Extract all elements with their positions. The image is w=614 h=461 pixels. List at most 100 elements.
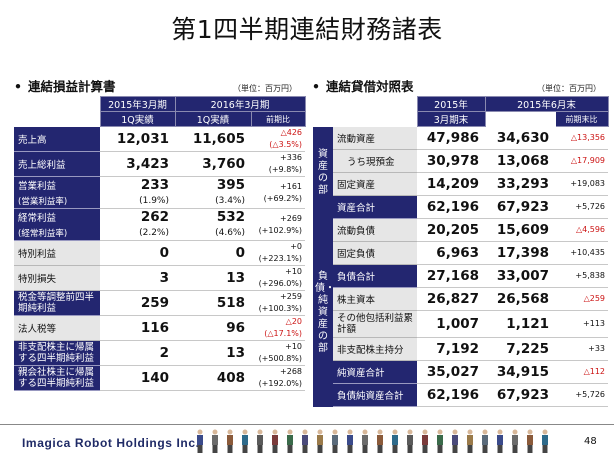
balance-change: △17,909 [555,149,609,173]
person-figure [542,435,548,445]
balance-value-cur: 67,923 [485,383,555,407]
income-value-cur: 408 [175,365,251,391]
person-figure [467,435,473,445]
balance-sheet-table: 2015年 2015年6月末 3月期末 前期末比 資産の部 流動資産 47,986 3… [313,96,609,407]
balance-value-prev: 7,192 [417,337,485,361]
balance-row-label: 純資産合計 [333,360,417,384]
balance-value-cur: 7,225 [485,337,555,361]
balance-row-label: 固定負債 [333,241,417,265]
income-change: +0 (+223.1%) [251,240,306,266]
person-figure [377,435,383,445]
balance-change: +5,726 [555,383,609,407]
corner-cell [333,96,417,112]
income-row: 営業利益 233 395 +161 (+69.2%) [14,176,306,209]
person-figure [452,435,458,445]
person-figure [242,429,248,435]
person-figure [227,435,233,445]
income-value-cur: 3,760 [175,151,251,177]
ratio-prev: (2.2%) [100,225,175,241]
balance-row: 負債・純資産の部 流動負債 20,205 15,609 △4,596 [313,218,609,407]
person-figure [347,429,353,435]
person-figure [422,429,428,435]
person-figure [197,435,203,445]
income-row-label: 営業利益 [14,176,100,194]
person-figure [362,429,368,435]
ratio-label: (経常利益率) [14,225,100,241]
person-figure [257,435,263,445]
balance-row-label: 資産合計 [333,195,417,219]
change-amount: +269 [280,213,303,223]
person-figure [377,445,383,453]
footer-divider [0,424,614,425]
income-row: 非支配株主に帰属する四半期純利益 2 13 +10 (+500.8%) [14,340,306,366]
balance-value-prev: 30,978 [417,149,485,173]
income-value-prev: 259 [100,290,175,316]
change-percent: (+100.3%) [258,304,303,313]
person-figure [497,445,503,453]
balance-row: 純資産合計 35,027 34,915 △112 [313,360,609,384]
balance-value-prev: 26,827 [417,287,485,311]
change-amount: +259 [280,292,303,301]
person-figure [287,445,293,453]
income-change: +161 (+69.2%) [251,176,306,209]
person-figure [227,445,233,453]
change-amount: △426 [280,128,303,137]
person-figure [467,429,473,435]
income-value-cur: 532 [216,209,245,226]
income-value-prev: 233 [140,177,169,194]
balance-change: +5,726 [555,195,609,219]
balance-value-prev: 47,986 [417,126,485,150]
col-header-yoy: 前期比 [250,111,306,127]
person-figure [527,435,533,445]
income-statement-title: • 連結損益計算書 [14,76,116,95]
col-header-blank [484,111,556,127]
change-percent: (+69.2%) [263,193,303,203]
income-value-prev: 116 [100,315,175,341]
balance-row-label: 固定資産 [333,172,417,196]
change-amount: +336 [280,153,303,162]
person-figure [332,435,338,445]
income-row-label: 売上総利益 [14,151,100,177]
balance-row: 負債純資産合計 62,196 67,923 +5,726 [313,383,609,407]
balance-change: +5,838 [555,264,609,288]
person-figure [407,429,413,435]
person-figure [317,435,323,445]
balance-row: うち現預金 30,978 13,068 △17,909 [313,149,609,173]
balance-value-prev: 20,205 [417,218,485,242]
balance-value-cur: 17,398 [485,241,555,265]
person-figure [392,445,398,453]
page-number: 48 [584,436,597,447]
person-figure [482,429,488,435]
income-row: 売上高 12,031 11,605 △426 (△3.5%) [14,126,306,152]
income-change: +268 (+192.0%) [251,365,306,391]
change-percent: (△17.1%) [264,329,303,338]
change-amount: +10 [285,342,303,351]
income-value-cur: 518 [175,290,251,316]
balance-change: △4,596 [555,218,609,242]
person-figure [527,445,533,453]
person-figure [332,429,338,435]
income-value-prev: 12,031 [100,126,175,152]
col-header-cur-actual: 1Q実績 [174,111,252,127]
person-figure [317,429,323,435]
balance-row-label: 流動資産 [333,126,417,150]
ratio-cur: (4.6%) [175,225,251,241]
corner-cell [313,111,333,127]
change-amount: △20 [285,317,303,326]
income-ratio-row: (営業利益率) (1.9%) (3.4%) [14,193,305,209]
balance-row-label: 株主資本 [333,287,417,311]
person-figure [197,445,203,453]
person-figure [512,429,518,435]
balance-change: +19,083 [555,172,609,196]
income-change: +269 (+102.9%) [251,208,306,241]
person-figure [302,445,308,453]
person-figure [302,429,308,435]
corner-cell [333,111,417,127]
balance-change: △13,356 [555,126,609,150]
balance-value-cur: 13,068 [485,149,555,173]
balance-row-label: うち現預金 [333,149,417,173]
balance-value-cur: 26,568 [485,287,555,311]
change-amount: +161 [280,181,303,191]
income-ratio-row: (経常利益率) (2.2%) (4.6%) [14,225,305,241]
balance-value-prev: 35,027 [417,360,485,384]
